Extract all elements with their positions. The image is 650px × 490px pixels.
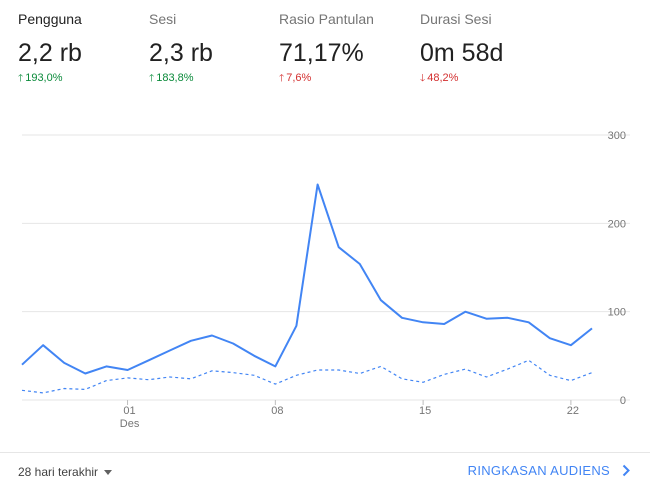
date-range-dropdown[interactable]: 28 hari terakhir xyxy=(18,465,113,479)
audience-overview-link[interactable]: RINGKASAN AUDIENS xyxy=(468,463,630,478)
arrow-up-icon: 🡑 xyxy=(279,73,285,84)
arrow-up-icon: 🡑 xyxy=(149,73,155,84)
x-tick-label: 01 xyxy=(123,405,135,417)
metric-value: 2,3 rb xyxy=(149,39,213,67)
metric-value: 2,2 rb xyxy=(18,39,82,67)
y-axis: 0 100 200 300 xyxy=(608,130,626,407)
y-tick-label: 300 xyxy=(608,130,626,142)
metric-label: Pengguna xyxy=(18,11,82,27)
metric-change-value: 48,2% xyxy=(427,72,459,84)
series-line-comparison xyxy=(21,359,593,394)
metric-change: 🡑 7,6% xyxy=(279,71,404,86)
date-range-label: 28 hari terakhir xyxy=(18,465,99,479)
y-tick-label: 100 xyxy=(608,307,626,319)
metric-sessions[interactable]: Sesi 2,3 rb 🡑 183,8% xyxy=(149,10,274,86)
metric-value: 71,17% xyxy=(279,39,364,67)
arrow-up-icon: 🡑 xyxy=(18,73,24,84)
metric-label: Rasio Pantulan xyxy=(279,11,374,27)
x-tick-sublabel: Des xyxy=(120,418,140,430)
y-tick-label: 0 xyxy=(620,395,626,407)
series-line-current xyxy=(21,183,593,375)
metric-bounce-rate[interactable]: Rasio Pantulan 71,17% 🡑 7,6% xyxy=(279,10,404,86)
card-footer: 28 hari terakhir RINGKASAN AUDIENS xyxy=(0,452,650,490)
metric-change-value: 183,8% xyxy=(156,72,194,84)
metric-label: Sesi xyxy=(149,11,177,27)
metric-change-value: 7,6% xyxy=(286,72,312,84)
x-tick-label: 08 xyxy=(271,405,283,417)
x-tick-label: 15 xyxy=(419,405,431,417)
metric-label: Durasi Sesi xyxy=(420,11,492,27)
x-tick-label: 22 xyxy=(567,405,579,417)
chevron-right-icon xyxy=(622,464,630,477)
chart-grid xyxy=(22,134,630,401)
y-tick-label: 200 xyxy=(608,218,626,230)
audience-overview-label: RINGKASAN AUDIENS xyxy=(467,463,610,478)
metric-change: 🡑 183,8% xyxy=(149,71,274,86)
metrics-row: Pengguna 2,2 rb 🡑 193,0% Sesi 2,3 rb 🡑 183… xyxy=(0,0,650,100)
metric-value: 0m 58d xyxy=(420,39,504,67)
metric-session-duration[interactable]: Durasi Sesi 0m 58d 🡓 48,2% xyxy=(420,10,545,86)
metric-change: 🡑 193,0% xyxy=(18,71,143,86)
metric-change: 🡓 48,2% xyxy=(420,71,545,86)
caret-down-icon xyxy=(104,469,113,475)
metric-change-value: 193,0% xyxy=(25,72,63,84)
metric-users[interactable]: Pengguna 2,2 rb 🡑 193,0% xyxy=(18,10,143,86)
chart-series xyxy=(21,183,593,394)
arrow-down-icon: 🡓 xyxy=(420,73,426,84)
